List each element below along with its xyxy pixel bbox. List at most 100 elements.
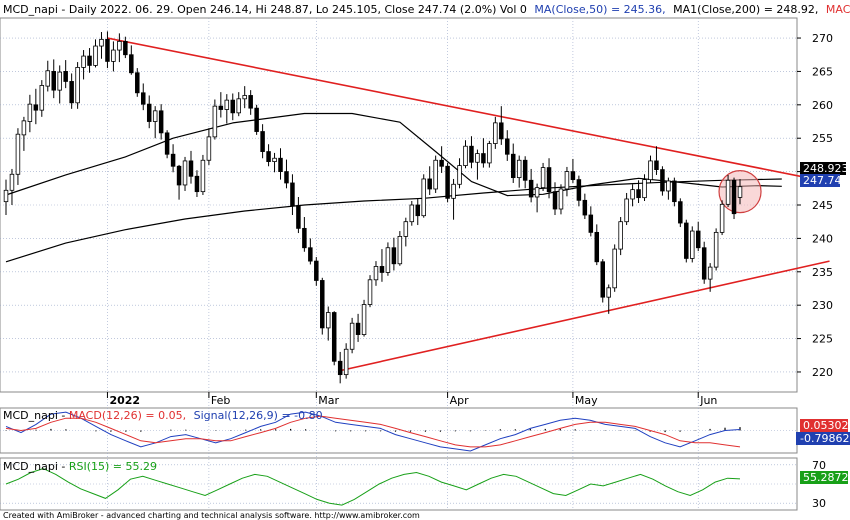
candle-body: [707, 266, 713, 280]
badge-macd-text: 0.05302: [803, 419, 849, 432]
candle-body: [695, 230, 701, 249]
price-panel: [0, 17, 798, 393]
badge-macd: 0.05302: [800, 419, 849, 432]
candle-body: [314, 260, 319, 281]
candle-body: [594, 231, 600, 263]
y-tick-label: 240: [812, 232, 833, 245]
candle-body: [624, 198, 629, 223]
candle-body: [552, 191, 558, 210]
y-tick-label: 220: [812, 366, 833, 379]
candle-body: [660, 169, 665, 192]
candle-body: [415, 204, 421, 217]
candle-body: [618, 221, 623, 250]
header-ma200: MA1(Close,200) = 248.92,: [673, 3, 818, 16]
rsi-indicator: 30 70: [0, 459, 826, 510]
y-tick-label: 260: [812, 99, 833, 112]
candlesticks: [3, 31, 743, 384]
candle-body: [129, 54, 134, 74]
candle-body: [469, 145, 474, 163]
candle-body: [427, 178, 432, 190]
candle-body: [475, 153, 480, 163]
header-macd: MACD(12,: [826, 3, 850, 16]
macd-header-signal: Signal(12,26,9) = -0.80: [194, 409, 323, 422]
candle-body: [182, 160, 188, 186]
candle-body: [534, 187, 540, 198]
candle-body: [308, 247, 313, 262]
candle-body: [516, 159, 522, 179]
candle-body: [99, 38, 104, 47]
candle-body: [612, 248, 617, 289]
candle-body: [21, 120, 27, 136]
candle-body: [367, 279, 373, 305]
macd-header-name: MCD_napi -: [3, 409, 69, 422]
candle-body: [600, 261, 605, 298]
x-tick-label: May: [575, 394, 598, 407]
candle-body: [248, 95, 253, 109]
candle-body: [636, 189, 641, 199]
candle-body: [57, 71, 62, 91]
candle-body: [212, 105, 218, 138]
candle-body: [558, 188, 564, 210]
candle-body: [188, 160, 194, 177]
lower-trendline: [340, 260, 830, 372]
footer-credit: Created with AmiBroker - advanced charti…: [3, 511, 420, 520]
candle-body: [522, 159, 528, 181]
candle-body: [206, 136, 212, 161]
candle-body: [272, 157, 277, 162]
candle-body: [391, 247, 397, 265]
y-tick-label: 265: [812, 65, 833, 78]
candle-body: [487, 143, 492, 164]
candle-body: [337, 360, 343, 376]
candle-body: [218, 105, 224, 110]
candle-body: [87, 55, 92, 66]
candle-body: [194, 175, 200, 193]
candle-body: [481, 153, 486, 164]
candle-body: [499, 122, 504, 140]
candle-body: [493, 122, 498, 144]
macd-indicator: [0, 411, 797, 452]
candle-body: [302, 227, 307, 249]
y-tick-label: 245: [812, 199, 833, 212]
y-tick-label: 270: [812, 32, 833, 45]
candle-body: [397, 235, 403, 265]
candle-body: [15, 133, 21, 175]
candle-body: [45, 70, 51, 87]
macd-header-macd: MACD(12,26) = 0.05,: [69, 409, 186, 422]
candle-body: [648, 160, 653, 181]
candle-body: [570, 171, 576, 181]
candle-body: [606, 287, 611, 298]
svg-text:MCD_napi - RSI(15) = 55.2: MCD_napi - RSI(15) = 55.29: [3, 460, 157, 473]
candle-body: [666, 180, 671, 192]
candle-body: [158, 110, 164, 134]
candle-body: [463, 145, 468, 166]
header-main: MCD_napi - Daily 2022. 06. 29. Open 246.…: [3, 3, 527, 16]
candle-body: [63, 71, 68, 82]
macd-line: [5, 411, 741, 452]
candle-body: [546, 167, 552, 193]
price-axis-labels: 220225230235240245250255260265270: [797, 32, 833, 379]
candle-body: [236, 98, 241, 114]
candle-body: [361, 304, 367, 335]
candle-body: [355, 322, 361, 335]
candle-body: [81, 55, 86, 68]
candle-body: [421, 178, 426, 217]
candle-body: [176, 165, 182, 186]
candle-body: [505, 138, 510, 155]
candle-body: [379, 266, 385, 273]
candle-body: [582, 199, 588, 216]
candle-body: [737, 186, 743, 198]
candle-body: [141, 92, 146, 105]
y-tick-label: 235: [812, 266, 833, 279]
candle-body: [284, 171, 289, 184]
trendlines: [107, 37, 830, 372]
candle-body: [630, 189, 635, 200]
signal-line: [5, 415, 741, 448]
badge-close-text: 247.74: [803, 174, 842, 187]
header-ma50: MA(Close,50) = 245.36,: [534, 3, 665, 16]
candle-body: [33, 104, 39, 111]
candle-body: [540, 167, 546, 189]
candle-body: [719, 203, 725, 233]
candle-body: [164, 132, 170, 155]
svg-text:MCD_napi - MACD(12,26) =: MCD_napi - MACD(12,26) = 0.05, Signal(12…: [3, 409, 323, 422]
